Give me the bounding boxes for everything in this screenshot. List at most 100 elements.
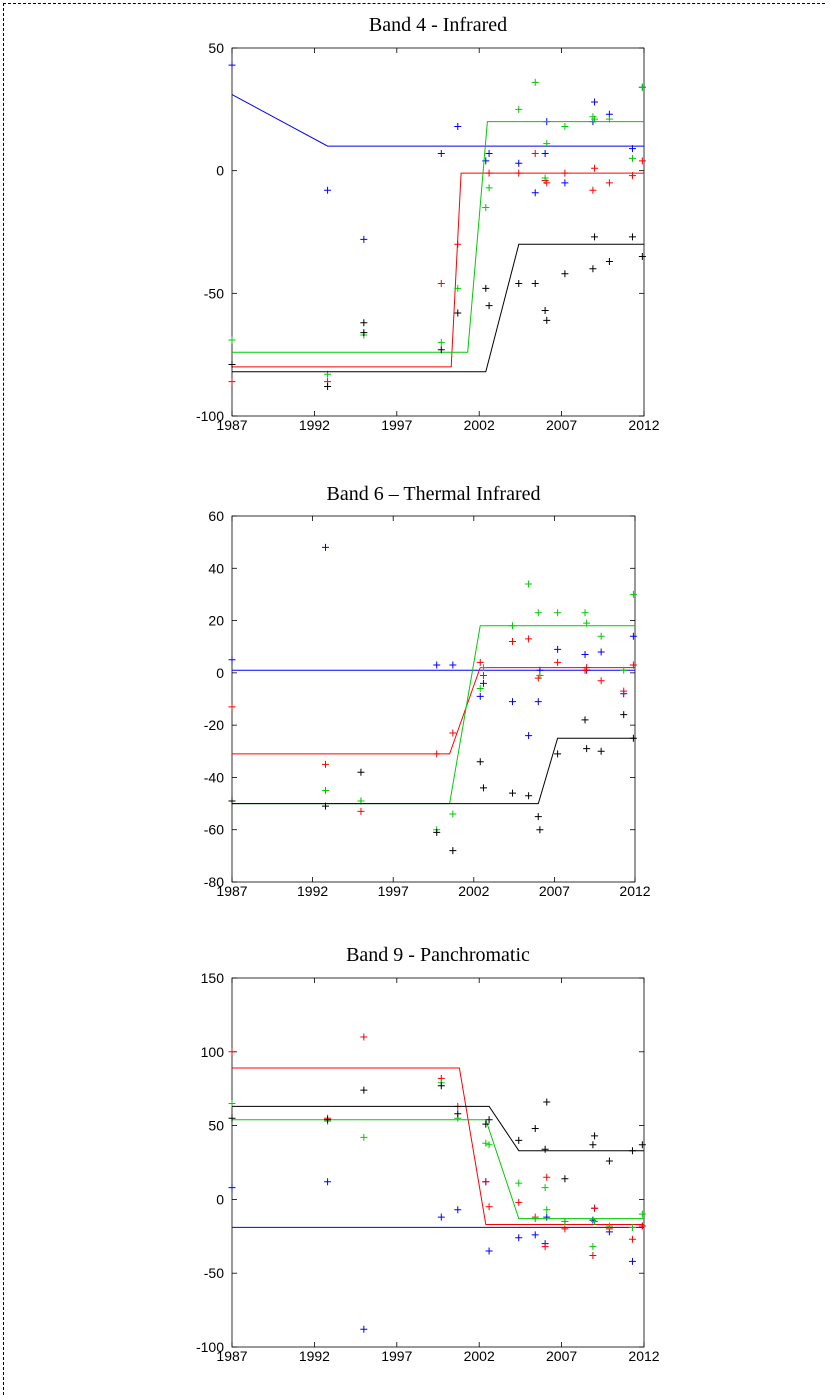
series-3-point (554, 609, 562, 617)
series-2-point (583, 664, 591, 672)
series-3-point (543, 140, 551, 148)
series-3-point (620, 666, 628, 674)
y-tick-label: 0 (216, 1191, 224, 1207)
series-3-point (454, 284, 462, 292)
series-4-point (591, 233, 599, 241)
x-tick-label: 1997 (381, 1348, 412, 1364)
series-2-point (605, 179, 613, 187)
series-2-point (591, 1204, 599, 1212)
series-4-fit-line (232, 737, 635, 805)
series-2-point (531, 149, 539, 157)
x-tick-label: 1987 (216, 883, 247, 899)
x-tick-label: 1992 (299, 417, 330, 433)
y-tick-label: 50 (208, 1118, 224, 1134)
series-1-point (543, 1213, 551, 1221)
series-4-point (605, 257, 613, 265)
x-tick-label: 2002 (464, 1348, 495, 1364)
series-1-point (515, 1234, 523, 1242)
series-3-point (321, 787, 329, 794)
series-3-point (561, 1218, 569, 1226)
series-2-point (561, 1225, 569, 1233)
series-3-fit-line (232, 625, 635, 805)
series-1-point (589, 1216, 597, 1224)
series-3-point (228, 336, 236, 344)
series-3-point (515, 1179, 523, 1187)
y-tick-label: 100 (201, 1044, 225, 1060)
series-4-point (589, 1141, 597, 1149)
y-tick-label: 40 (208, 560, 224, 576)
series-3-point (541, 1184, 549, 1192)
series-4-point (581, 716, 589, 724)
y-tick-label: -20 (204, 717, 224, 733)
series-2-point (228, 703, 236, 711)
series-2-point (228, 1048, 236, 1056)
series-3-point (485, 184, 493, 192)
y-tick-label: 60 (208, 508, 224, 524)
series-2-point (543, 179, 551, 187)
series-2-point (360, 1033, 368, 1041)
series-4-point (541, 307, 549, 315)
y-tick-label: 20 (208, 613, 224, 629)
y-tick-label: -60 (204, 822, 224, 838)
series-3-point (597, 632, 605, 640)
series-1-point (561, 179, 569, 187)
series-1-point (479, 679, 487, 687)
y-tick-label: 0 (216, 665, 224, 681)
series-4-point (454, 1110, 462, 1118)
y-tick-label: -80 (204, 874, 224, 890)
series-3-point (476, 685, 484, 693)
series-1-point (360, 1325, 368, 1333)
series-3-point (589, 1243, 597, 1251)
series-1-point (531, 1231, 539, 1239)
series-3-point (525, 580, 533, 588)
series-3-point (629, 590, 637, 598)
x-tick-label: 1997 (381, 417, 412, 433)
series-3-point (485, 1141, 493, 1149)
y-tick-label: -100 (196, 1339, 224, 1355)
series-4-point (543, 316, 551, 324)
series-2-fit-line (232, 1067, 644, 1225)
series-1-point (228, 1184, 236, 1192)
series-2-point (485, 169, 493, 177)
series-1-point (508, 698, 516, 706)
series-4-point (228, 360, 236, 368)
series-1-point (482, 157, 490, 165)
series-2-fit-line (232, 172, 644, 368)
series-2-point (476, 658, 484, 666)
series-4-point (479, 784, 487, 792)
chart-title: Band 9 - Panchromatic (346, 944, 530, 966)
series-1-point (476, 692, 484, 700)
x-tick-label: 2007 (546, 1348, 577, 1364)
series-3-fit-line (232, 121, 644, 353)
series-1-point (437, 149, 445, 157)
series-4-point (531, 1125, 539, 1133)
x-tick-label: 2007 (546, 417, 577, 433)
series-1-point (531, 189, 539, 197)
series-1-point (581, 651, 589, 659)
series-4-point (561, 1175, 569, 1183)
series-4-point (485, 302, 493, 310)
series-3-point (591, 1218, 599, 1226)
series-1-point (437, 1213, 445, 1221)
plot-area-border (231, 977, 645, 1348)
x-tick-label: 1997 (378, 883, 409, 899)
series-1-point (454, 1206, 462, 1214)
y-tick-label: -40 (204, 769, 224, 785)
series-2-point (437, 280, 445, 288)
series-2-point (589, 1251, 597, 1259)
series-3-point (561, 123, 569, 131)
chart-panel-3: Band 9 - Panchromatic 1987 1992 1997 2002 200… (196, 944, 660, 1364)
series-4-point (476, 758, 484, 766)
series-2-point (449, 729, 457, 737)
y-tick-label: -50 (204, 285, 224, 301)
series-2-point (628, 172, 636, 180)
series-2-point (321, 760, 329, 768)
series-1-point (525, 732, 533, 740)
series-3-point (543, 1206, 551, 1214)
series-1-point (591, 98, 599, 106)
series-4-fit-line (232, 1105, 644, 1152)
series-4-point (515, 1136, 523, 1144)
series-4-point (541, 1145, 549, 1153)
x-tick-label: 2007 (539, 883, 570, 899)
figure-frame (3, 3, 825, 1395)
